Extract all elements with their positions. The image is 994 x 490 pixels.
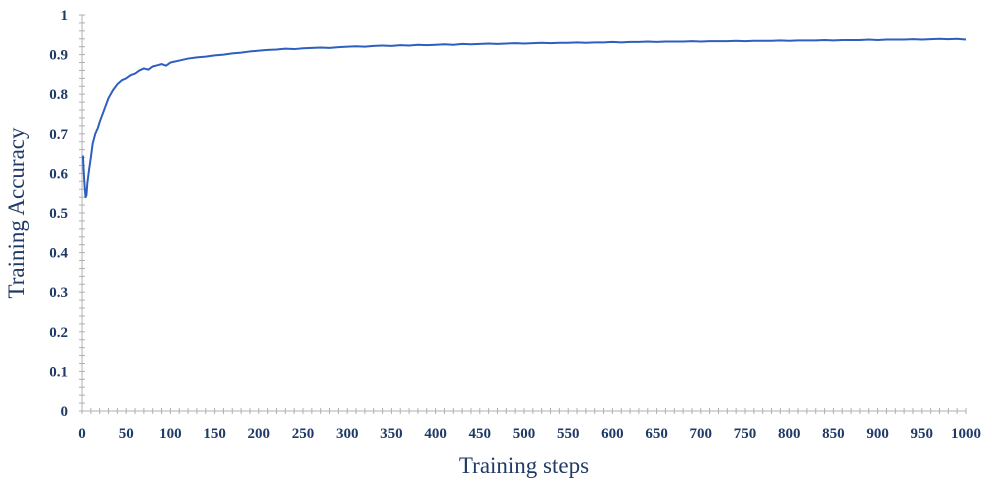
y-tick-labels: 0 0.1 0.2 0.3 0.4 0.5 0.6 0.7 0.8 0.9 1 <box>49 8 68 420</box>
y-tick-label: 0.6 <box>49 166 68 182</box>
x-tick-label: 650 <box>645 426 668 442</box>
x-tick-label: 250 <box>292 426 315 442</box>
x-tick-label: 900 <box>866 426 889 442</box>
x-tick-label: 450 <box>469 426 492 442</box>
y-tick-label: 0.1 <box>49 364 68 380</box>
y-tick-label: 0.8 <box>49 87 68 103</box>
y-tick-label: 0.3 <box>49 285 68 301</box>
x-axis-title: Training steps <box>459 453 589 478</box>
y-tick-label: 0.5 <box>49 206 68 222</box>
x-tick-label: 200 <box>248 426 271 442</box>
y-tick-label: 0.9 <box>49 48 68 64</box>
x-tick-label: 150 <box>203 426 226 442</box>
y-axis-title: Training Accuracy <box>4 127 29 298</box>
y-tick-label: 0 <box>61 404 69 420</box>
x-tick-labels: 0 50 100 150 200 250 300 350 400 450 500 550 600 650 7… <box>78 426 981 442</box>
x-tick-label: 0 <box>78 426 86 442</box>
x-tick-label: 500 <box>513 426 536 442</box>
x-tick-label: 550 <box>557 426 580 442</box>
x-tick-label: 950 <box>911 426 934 442</box>
x-tick-label: 600 <box>601 426 624 442</box>
x-tick-label: 700 <box>690 426 713 442</box>
x-tick-label: 300 <box>336 426 359 442</box>
y-tick-label: 0.7 <box>49 127 68 143</box>
x-tick-label: 100 <box>159 426 182 442</box>
x-tick-label: 1000 <box>951 426 981 442</box>
y-tick-label: 1 <box>61 8 69 24</box>
x-tick-label: 850 <box>822 426 845 442</box>
x-tick-label: 800 <box>778 426 801 442</box>
accuracy-line <box>81 37 967 199</box>
y-tick-label: 0.2 <box>49 325 68 341</box>
y-tick-label: 0.4 <box>49 246 68 262</box>
x-tick-label: 50 <box>119 426 134 442</box>
x-tick-label: 400 <box>424 426 447 442</box>
x-tick-label: 350 <box>380 426 403 442</box>
x-tick-label: 750 <box>734 426 757 442</box>
minor-ticks <box>79 14 967 414</box>
